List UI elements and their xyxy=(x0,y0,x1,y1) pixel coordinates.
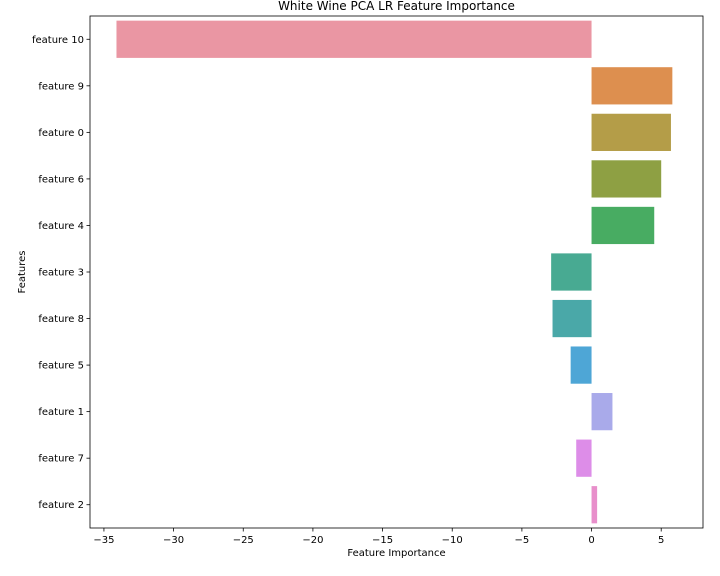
y-tick-label: feature 7 xyxy=(38,454,84,465)
bar-feature-1 xyxy=(591,393,613,431)
x-tick-label: −20 xyxy=(302,535,323,546)
bar-feature-8 xyxy=(552,299,592,338)
x-tick-label: −35 xyxy=(93,535,114,546)
y-tick-label: feature 6 xyxy=(38,174,84,185)
bar-feature-0 xyxy=(591,113,671,151)
y-tick-label: feature 5 xyxy=(38,361,84,372)
x-axis-label: Feature Importance xyxy=(347,548,445,559)
bar-feature-2 xyxy=(591,486,598,524)
x-tick-label: 0 xyxy=(588,535,594,546)
x-tick-label: 5 xyxy=(658,535,664,546)
y-tick-label: feature 2 xyxy=(38,500,84,511)
y-tick-label: feature 0 xyxy=(38,128,84,139)
y-tick-label: feature 1 xyxy=(38,407,84,418)
x-axis-ticks: −35 −30 −25 −20 −15 −10 −5 0 5 xyxy=(93,528,664,546)
y-tick-label: feature 9 xyxy=(38,81,84,92)
y-tick-label: feature 4 xyxy=(38,221,84,232)
x-tick-label: −5 xyxy=(515,535,530,546)
y-axis-label: Features xyxy=(17,251,28,294)
y-axis-ticks: feature 10 feature 9 feature 0 feature 6 fea… xyxy=(32,35,90,511)
x-tick-label: −10 xyxy=(442,535,463,546)
bar-feature-7 xyxy=(576,439,592,477)
bar-feature-5 xyxy=(570,346,592,384)
bar-feature-3 xyxy=(551,253,592,291)
y-tick-label: feature 10 xyxy=(32,35,84,46)
bar-feature-9 xyxy=(591,67,673,105)
x-tick-label: −30 xyxy=(163,535,184,546)
bar-feature-10 xyxy=(116,20,592,58)
y-tick-label: feature 3 xyxy=(38,268,84,279)
x-tick-label: −15 xyxy=(372,535,393,546)
y-tick-label: feature 8 xyxy=(38,314,84,325)
bar-feature-6 xyxy=(591,160,662,198)
x-tick-label: −25 xyxy=(233,535,254,546)
bar-feature-4 xyxy=(591,206,655,245)
chart-title: White Wine PCA LR Feature Importance xyxy=(278,0,515,13)
bars-group xyxy=(116,20,673,524)
